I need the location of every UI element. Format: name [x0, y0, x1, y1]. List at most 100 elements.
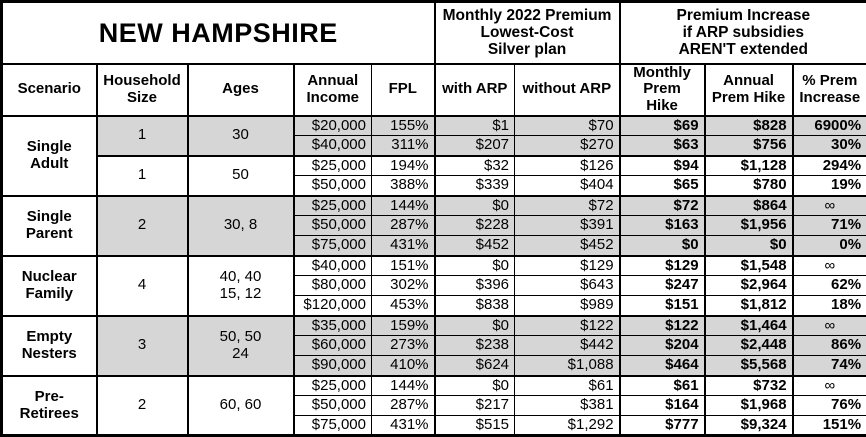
pct-increase-cell: 6900% — [793, 116, 866, 136]
fpl-cell: 431% — [372, 236, 435, 256]
annual-hike-cell: $1,128 — [705, 156, 793, 176]
pct-increase-cell: 86% — [793, 336, 866, 356]
with-arp-cell: $0 — [435, 256, 515, 276]
fpl-cell: 287% — [372, 396, 435, 416]
fpl-cell: 151% — [372, 256, 435, 276]
scenario-cell: Pre- Retirees — [2, 376, 97, 436]
with-arp-cell: $339 — [435, 176, 515, 196]
scenario-cell: Single Parent — [2, 196, 97, 256]
without-arp-cell: $643 — [515, 276, 620, 296]
annual-income-cell: $40,000 — [294, 256, 372, 276]
monthly-hike-cell: $163 — [620, 216, 705, 236]
annual-hike-cell: $864 — [705, 196, 793, 216]
annual-income-cell: $25,000 — [294, 156, 372, 176]
household-size-cell: 2 — [97, 376, 188, 436]
column-header-pct-increase: % Prem Increase — [793, 64, 866, 116]
column-header-ages: Ages — [188, 64, 294, 116]
annual-hike-cell: $1,812 — [705, 296, 793, 316]
annual-hike-cell: $780 — [705, 176, 793, 196]
without-arp-cell: $70 — [515, 116, 620, 136]
annual-hike-cell: $1,548 — [705, 256, 793, 276]
scenario-cell: Single Adult — [2, 116, 97, 196]
column-header-annual-hike: Annual Prem Hike — [705, 64, 793, 116]
column-header-without-arp: without ARP — [515, 64, 620, 116]
annual-hike-cell: $2,964 — [705, 276, 793, 296]
scenario-cell: Empty Nesters — [2, 316, 97, 376]
fpl-cell: 302% — [372, 276, 435, 296]
annual-income-cell: $40,000 — [294, 136, 372, 156]
with-arp-cell: $624 — [435, 356, 515, 376]
column-header-row: Scenario Household Size Ages Annual Inco… — [2, 64, 866, 116]
household-size-cell: 4 — [97, 256, 188, 316]
fpl-cell: 155% — [372, 116, 435, 136]
with-arp-cell: $515 — [435, 416, 515, 436]
annual-hike-cell: $5,568 — [705, 356, 793, 376]
pct-increase-cell: 62% — [793, 276, 866, 296]
annual-income-cell: $35,000 — [294, 316, 372, 336]
annual-hike-cell: $1,968 — [705, 396, 793, 416]
pct-increase-cell: 151% — [793, 416, 866, 436]
pct-increase-cell: 30% — [793, 136, 866, 156]
pct-increase-cell: ∞ — [793, 376, 866, 396]
household-size-cell: 1 — [97, 116, 188, 156]
annual-income-cell: $90,000 — [294, 356, 372, 376]
with-arp-cell: $0 — [435, 316, 515, 336]
with-arp-cell: $452 — [435, 236, 515, 256]
without-arp-cell: $129 — [515, 256, 620, 276]
monthly-hike-cell: $63 — [620, 136, 705, 156]
ages-cell: 50 — [188, 156, 294, 196]
annual-income-cell: $75,000 — [294, 236, 372, 256]
with-arp-cell: $396 — [435, 276, 515, 296]
fpl-cell: 194% — [372, 156, 435, 176]
annual-income-cell: $25,000 — [294, 376, 372, 396]
annual-hike-cell: $9,324 — [705, 416, 793, 436]
with-arp-cell: $228 — [435, 216, 515, 236]
without-arp-cell: $404 — [515, 176, 620, 196]
column-header-monthly-hike: Monthly Prem Hike — [620, 64, 705, 116]
without-arp-cell: $989 — [515, 296, 620, 316]
ages-cell: 60, 60 — [188, 376, 294, 436]
with-arp-cell: $0 — [435, 196, 515, 216]
without-arp-cell: $391 — [515, 216, 620, 236]
annual-income-cell: $20,000 — [294, 116, 372, 136]
fpl-cell: 431% — [372, 416, 435, 436]
annual-hike-cell: $732 — [705, 376, 793, 396]
fpl-cell: 388% — [372, 176, 435, 196]
column-header-with-arp: with ARP — [435, 64, 515, 116]
annual-hike-cell: $1,956 — [705, 216, 793, 236]
fpl-cell: 453% — [372, 296, 435, 316]
pct-increase-cell: ∞ — [793, 196, 866, 216]
annual-income-cell: $50,000 — [294, 216, 372, 236]
monthly-hike-cell: $0 — [620, 236, 705, 256]
without-arp-cell: $442 — [515, 336, 620, 356]
monthly-hike-cell: $65 — [620, 176, 705, 196]
fpl-cell: 144% — [372, 376, 435, 396]
column-header-fpl: FPL — [372, 64, 435, 116]
monthly-hike-cell: $777 — [620, 416, 705, 436]
pct-increase-cell: 294% — [793, 156, 866, 176]
monthly-hike-cell: $204 — [620, 336, 705, 356]
without-arp-cell: $452 — [515, 236, 620, 256]
with-arp-cell: $838 — [435, 296, 515, 316]
monthly-hike-cell: $464 — [620, 356, 705, 376]
scenario-cell: Nuclear Family — [2, 256, 97, 316]
without-arp-cell: $1,088 — [515, 356, 620, 376]
with-arp-cell: $0 — [435, 376, 515, 396]
pct-increase-cell: 76% — [793, 396, 866, 416]
annual-income-cell: $50,000 — [294, 176, 372, 196]
annual-income-cell: $120,000 — [294, 296, 372, 316]
annual-income-cell: $50,000 — [294, 396, 372, 416]
column-header-annual-income: Annual Income — [294, 64, 372, 116]
annual-income-cell: $75,000 — [294, 416, 372, 436]
monthly-hike-cell: $129 — [620, 256, 705, 276]
premium-group-header: Monthly 2022 Premium Lowest-Cost Silver … — [435, 2, 620, 64]
pct-increase-cell: 74% — [793, 356, 866, 376]
pct-increase-cell: 71% — [793, 216, 866, 236]
annual-income-cell: $25,000 — [294, 196, 372, 216]
monthly-hike-cell: $61 — [620, 376, 705, 396]
